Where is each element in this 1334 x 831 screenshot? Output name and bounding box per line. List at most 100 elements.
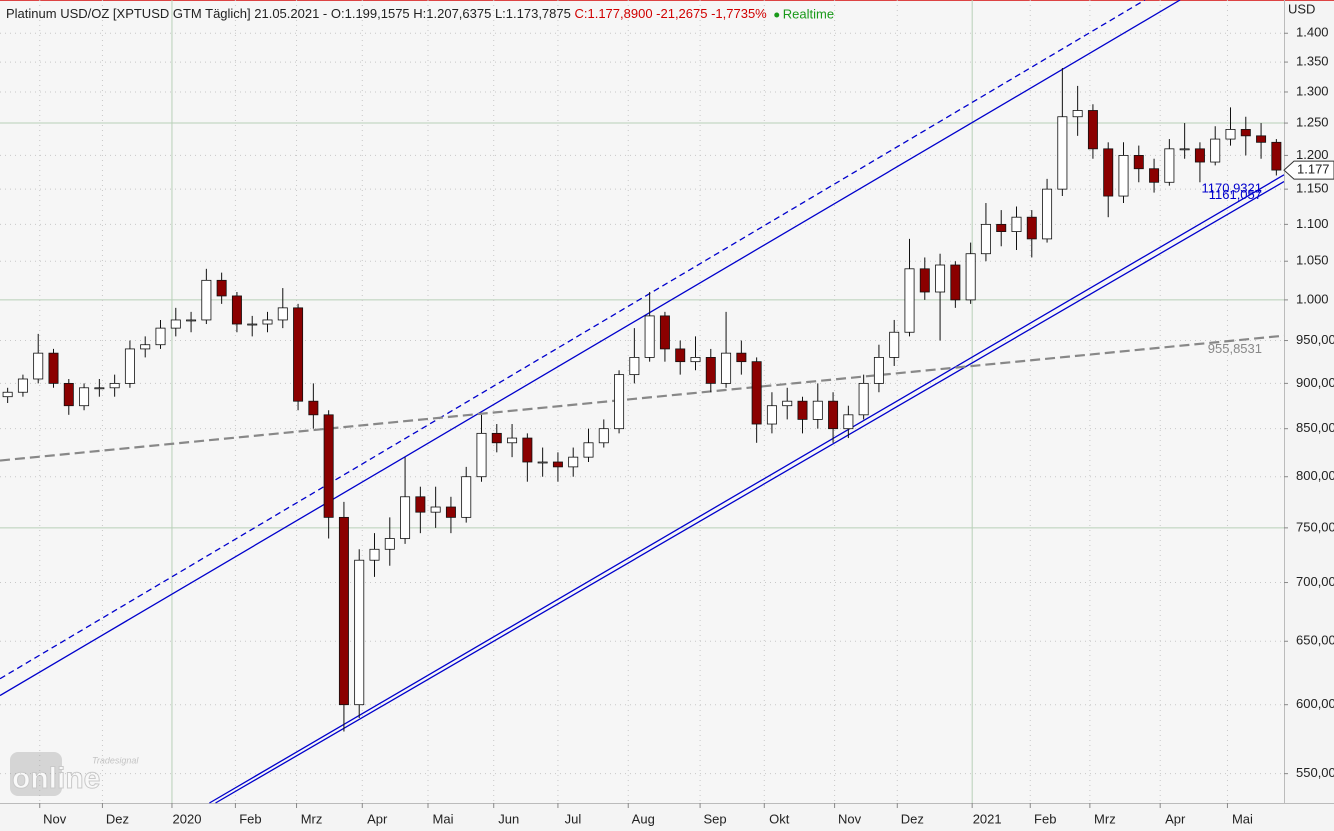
header-change: C:1.177,8900 -21,2675 -1,7735% — [574, 6, 767, 21]
candle-body — [277, 307, 288, 321]
header: Platinum USD/OZ [XPTUSD GTM Täglich] 21.… — [6, 6, 767, 21]
candle-body — [614, 374, 625, 430]
candle-body — [721, 352, 732, 384]
x-tick-label: Apr — [1165, 811, 1186, 826]
candle-body — [1011, 216, 1022, 233]
candle-body — [568, 456, 579, 468]
trendline — [0, 334, 1285, 462]
candle-body — [1087, 110, 1098, 150]
status-dot — [774, 12, 780, 18]
x-tick-label: Nov — [43, 811, 67, 826]
candle-body — [94, 387, 105, 390]
candle-body — [186, 319, 197, 322]
x-tick-label: Dez — [106, 811, 129, 826]
candle-body — [552, 461, 563, 468]
candle-body — [889, 331, 900, 358]
candle-body — [919, 268, 930, 293]
y-tick-label: 1.300 — [1296, 83, 1329, 98]
candle-body — [338, 516, 349, 706]
x-tick-label: Feb — [1034, 811, 1056, 826]
candle-body — [48, 352, 59, 384]
trendline — [209, 174, 1285, 804]
candle-body — [430, 506, 441, 513]
candle-body — [1256, 135, 1267, 143]
y-tick-label: 650,00 — [1296, 633, 1334, 648]
candle-body — [1164, 148, 1175, 183]
candle-body — [17, 378, 28, 393]
candle-body — [766, 405, 777, 425]
header-title: Platinum USD/OZ [XPTUSD GTM Täglich] 21.… — [6, 6, 571, 21]
x-tick-label: Aug — [632, 811, 655, 826]
candle-body — [950, 264, 961, 301]
candle-body — [828, 400, 839, 430]
y-tick-label: 550,00 — [1296, 765, 1334, 780]
trendline — [215, 180, 1285, 804]
x-tick-label: 2021 — [973, 811, 1002, 826]
x-tick-label: Apr — [367, 811, 388, 826]
candle-body — [1072, 110, 1083, 118]
candle-body — [491, 432, 502, 444]
x-tick-label: Mrz — [1094, 811, 1116, 826]
y-tick-label: 600,00 — [1296, 696, 1334, 711]
candle-body — [155, 327, 166, 346]
y-tick-label: 950,00 — [1296, 332, 1334, 347]
candle-body — [1103, 148, 1114, 197]
x-tick-label: Mai — [433, 811, 454, 826]
trendline — [0, 0, 1146, 680]
plot-area — [0, 0, 1284, 803]
x-tick-label: 2020 — [173, 811, 202, 826]
x-tick-label: Feb — [239, 811, 261, 826]
candle-body — [1240, 129, 1251, 137]
candle-body — [659, 315, 670, 350]
candle-body — [797, 400, 808, 420]
y-tick-label: 1.050 — [1296, 253, 1329, 268]
candle-body — [904, 268, 915, 333]
candle-body — [1271, 141, 1282, 171]
logo: Tradesignal online — [10, 752, 139, 796]
candle-body — [1118, 155, 1129, 197]
candle-body — [400, 496, 411, 539]
candle-body — [2, 391, 13, 398]
candle-body — [583, 442, 594, 458]
x-tick-label: Jun — [498, 811, 519, 826]
axes: 550,00 600,00 650,00 700,00 750,00 800,00 850,… — [39, 25, 1334, 826]
candle-body — [445, 506, 456, 518]
y-tick-label: 1.400 — [1296, 25, 1329, 40]
x-tick-label: Mai — [1232, 811, 1253, 826]
candle-body — [247, 323, 258, 326]
candle-body — [858, 382, 869, 416]
x-tick-label: Nov — [838, 811, 862, 826]
last-price-tag — [1283, 160, 1334, 180]
candle-body — [1210, 138, 1221, 163]
candle-body — [384, 538, 395, 550]
candle-body — [231, 295, 242, 325]
x-tick-label: Jul — [565, 811, 582, 826]
candle-body — [262, 319, 273, 325]
logo-main: online — [12, 762, 100, 795]
candle-body — [415, 496, 426, 513]
candle-body — [1225, 129, 1236, 140]
logo-top: Tradesignal — [92, 755, 139, 765]
candle-body — [124, 348, 135, 384]
candle-body — [873, 357, 884, 384]
x-tick-label: Sep — [704, 811, 727, 826]
y-tick-label: 1.250 — [1296, 114, 1329, 129]
y-tick-label: 1.350 — [1296, 54, 1329, 69]
x-tick-label: Okt — [769, 811, 790, 826]
candle-body — [1194, 148, 1205, 163]
status: Realtime — [783, 6, 834, 21]
candle-body — [629, 357, 640, 376]
candles — [2, 67, 1282, 732]
candle-body — [170, 319, 181, 329]
y-tick-label: 1.100 — [1296, 216, 1329, 231]
candle-body — [1133, 155, 1144, 170]
candle-body — [965, 253, 976, 301]
candle-body — [140, 344, 151, 350]
candle-body — [79, 387, 90, 407]
y-tick-label: 1.000 — [1296, 291, 1329, 306]
candle-body — [675, 348, 686, 363]
candle-body — [980, 223, 991, 255]
candle-body — [522, 437, 533, 463]
candle-body — [1149, 168, 1160, 183]
